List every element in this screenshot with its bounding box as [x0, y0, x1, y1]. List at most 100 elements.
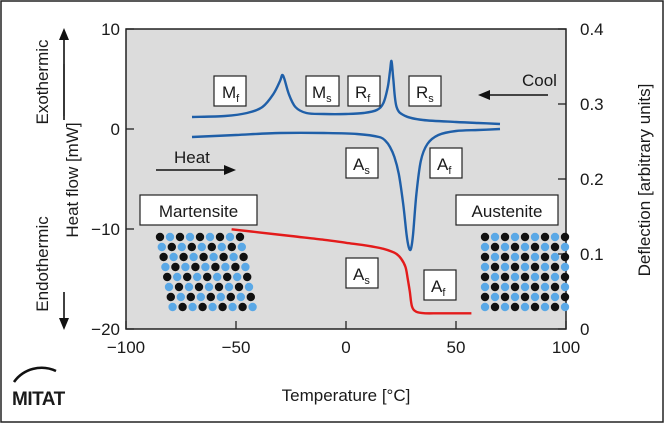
lattice-atom: [244, 282, 254, 292]
svg-text:Af: Af: [437, 155, 452, 177]
heat-arrow-head: [224, 165, 236, 175]
lattice-atom: [540, 232, 550, 242]
lattice-atom: [188, 302, 197, 312]
lattice-atom: [560, 282, 570, 292]
lattice-atom: [217, 242, 226, 252]
logo-arc: [12, 366, 57, 383]
lattice-atom: [530, 282, 540, 292]
lattice-atom: [248, 302, 257, 312]
lattice-atom: [207, 242, 216, 252]
lattice-atom: [480, 272, 490, 282]
logo-text: MITAT: [12, 389, 66, 410]
lattice-atom: [209, 252, 218, 262]
mf-label-box: Mf: [213, 75, 247, 107]
lattice-atom: [490, 272, 500, 282]
ms-label-box: Ms: [305, 75, 340, 107]
lattice-atom: [171, 262, 180, 272]
lattice-atom: [560, 232, 570, 242]
lattice-atom: [167, 242, 176, 252]
lattice-atom: [560, 242, 570, 252]
deflection-line: [231, 228, 472, 315]
cool-arrow-head: [478, 90, 490, 100]
lattice-atom: [211, 262, 220, 272]
lattice-atom: [233, 272, 242, 282]
lattice-atom: [530, 272, 540, 282]
right-tick-label: 0.1: [580, 245, 604, 264]
lattice-atom: [198, 302, 207, 312]
lattice-atom: [226, 292, 235, 302]
lattice-atom: [203, 272, 212, 282]
lattice-atom: [560, 272, 570, 282]
lattice-atom: [520, 252, 530, 262]
exothermic-label: Exothermic: [33, 39, 52, 125]
lattice-atom: [213, 272, 222, 282]
lattice-atom: [193, 272, 202, 282]
x-tick-label: 50: [447, 338, 466, 357]
lattice-atom: [540, 292, 550, 302]
lattice-atom: [550, 262, 560, 272]
svg-text:Rf: Rf: [355, 83, 371, 105]
lattice-atom: [490, 262, 500, 272]
lattice-atom: [500, 292, 510, 302]
lattice-atom: [510, 272, 520, 282]
lattice-atom: [500, 282, 510, 292]
as-blue-label-box: As: [345, 147, 379, 179]
lattice-atom: [155, 232, 165, 242]
lattice-atom: [520, 282, 530, 292]
left-axis-ticks: 10 0 −10 −20: [91, 20, 134, 339]
lattice-atom: [175, 232, 185, 242]
mitat-logo: MITAT: [12, 366, 66, 410]
left-tick-label: 0: [111, 120, 120, 139]
lattice-atom: [227, 242, 236, 252]
lattice-atom: [168, 302, 177, 312]
right-tick-label: 0: [580, 320, 589, 339]
lattice-atom: [184, 282, 194, 292]
x-tick-label: −100: [107, 338, 145, 357]
lattice-atom: [176, 292, 185, 302]
lattice-atom: [490, 282, 500, 292]
svg-text:Mf: Mf: [222, 83, 240, 105]
lattice-atom: [181, 262, 190, 272]
lattice-atom: [191, 262, 200, 272]
lattice-atom: [500, 252, 510, 262]
lattice-atom: [500, 272, 510, 282]
lattice-atom: [550, 282, 560, 292]
cool-label: Cool: [522, 71, 557, 90]
lattice-atom: [179, 252, 188, 262]
lattice-atom: [235, 232, 245, 242]
lattice-atom: [234, 282, 244, 292]
lattice-atom: [201, 262, 210, 272]
lattice-atom: [238, 302, 247, 312]
right-tick-label: 0.4: [580, 20, 604, 39]
lattice-atom: [163, 272, 172, 282]
lattice-atom: [550, 232, 560, 242]
x-tick-label: 100: [552, 338, 580, 357]
right-tick-label: 0.2: [580, 170, 604, 189]
x-axis-ticks: −100 −50 0 50 100: [107, 321, 580, 357]
lattice-atom: [540, 302, 550, 312]
lattice-atom: [520, 242, 530, 252]
lattice-atom: [540, 282, 550, 292]
lattice-atom: [530, 252, 540, 262]
x-axis-label: Temperature [°C]: [282, 386, 411, 405]
lattice-atom: [510, 262, 520, 272]
lattice-atom: [199, 252, 208, 262]
lattice-atom: [480, 252, 490, 262]
lattice-atom: [530, 292, 540, 302]
lattice-atom: [221, 262, 230, 272]
lattice-atom: [214, 282, 224, 292]
left-tick-label: −20: [91, 320, 120, 339]
heating-heat-flow-line: [191, 127, 501, 252]
af-red-label-box: Af: [423, 269, 457, 301]
lattice-atom: [490, 242, 500, 252]
af-blue-label-box: Af: [429, 147, 463, 179]
martensite-lattice: [155, 232, 257, 312]
rf-label-box: Rf: [347, 75, 381, 107]
lattice-atom: [510, 292, 520, 302]
austenite-box: [455, 194, 559, 226]
right-tick-label: 0.3: [580, 95, 604, 114]
lattice-atom: [480, 262, 490, 272]
lattice-atom: [530, 242, 540, 252]
lattice-atom: [530, 262, 540, 272]
lattice-atom: [520, 272, 530, 282]
